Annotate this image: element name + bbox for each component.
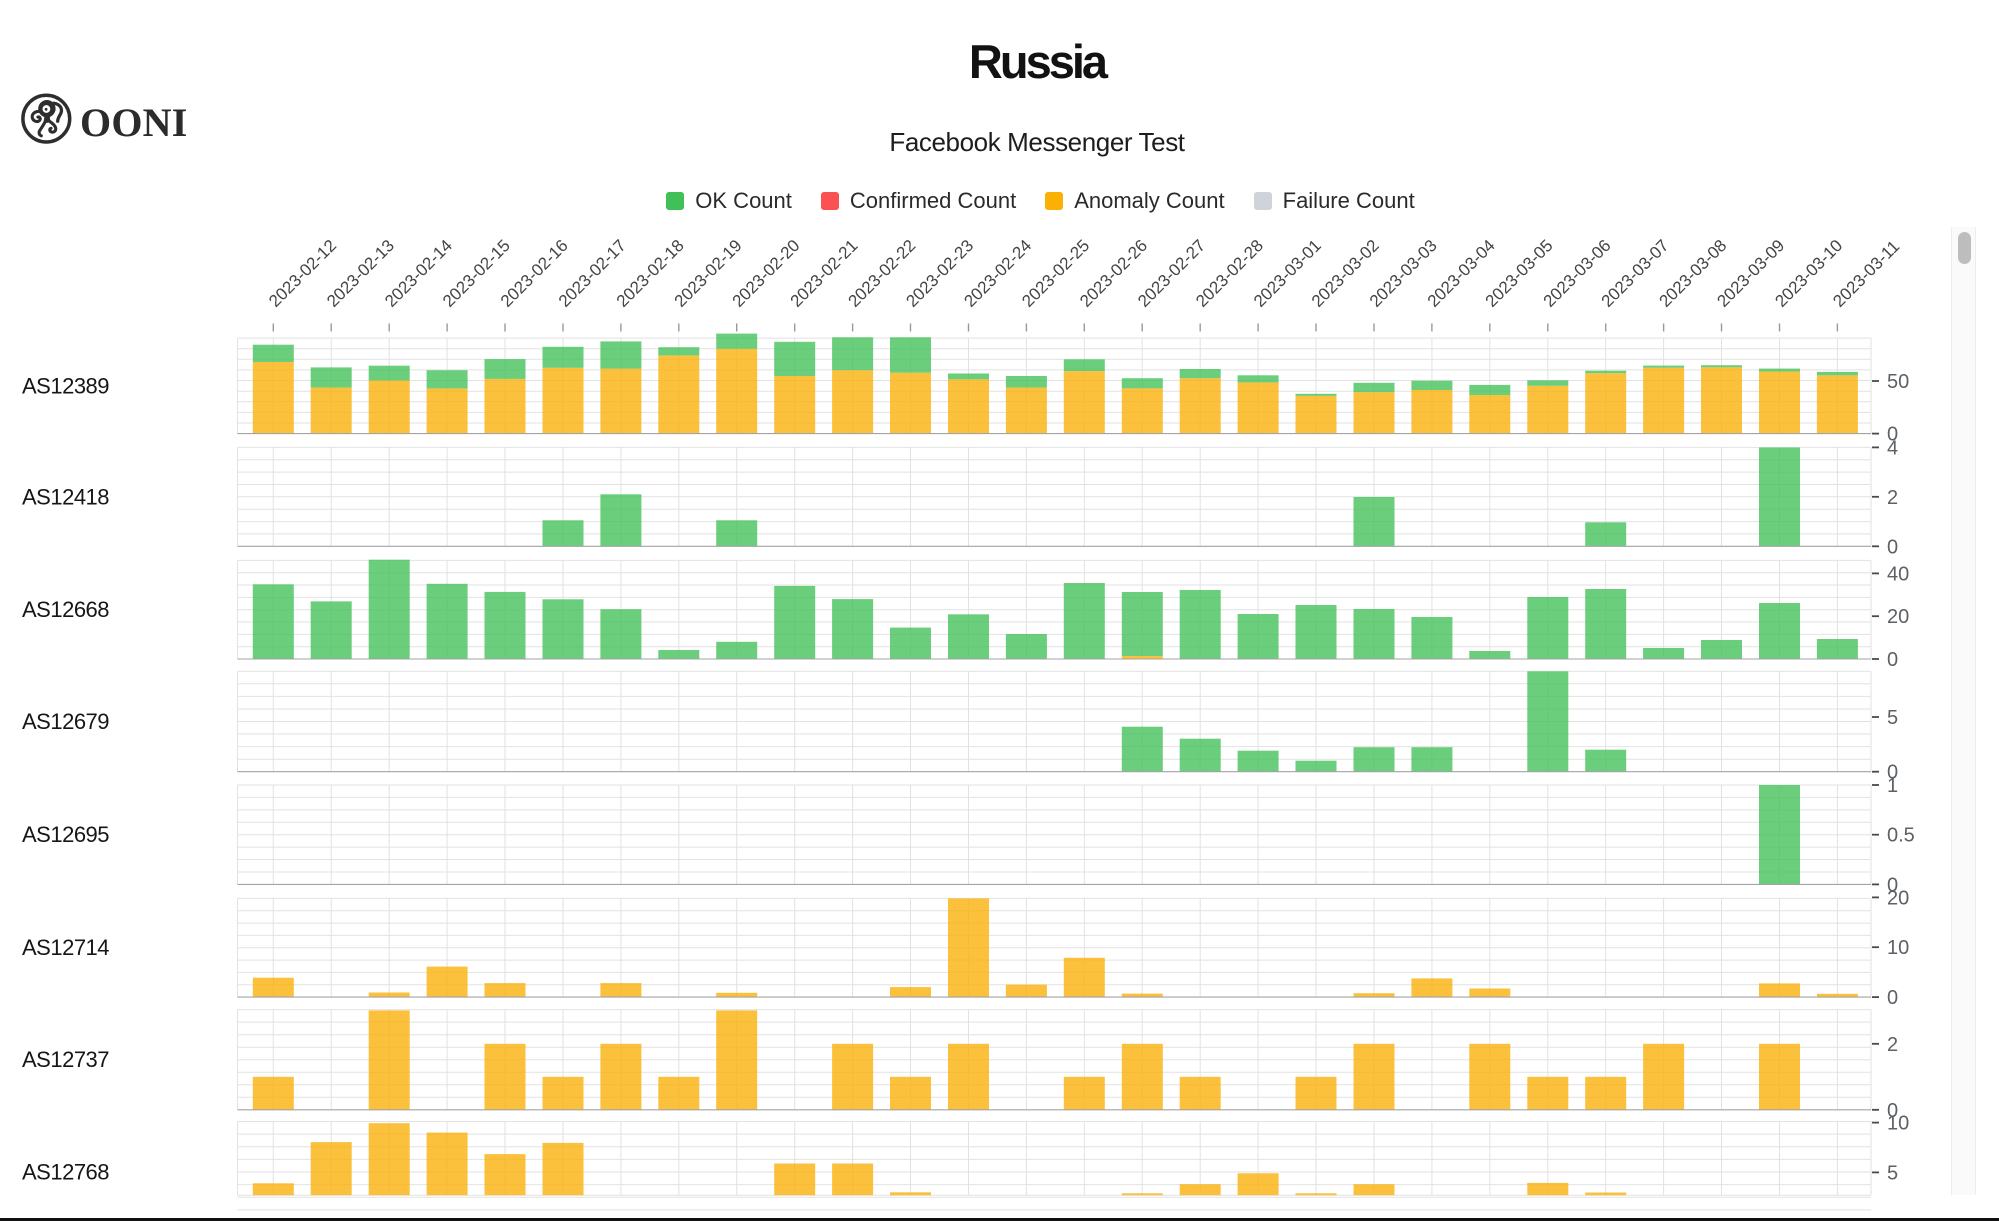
svg-text:10: 10 [1887,937,1909,959]
svg-text:AS12737: AS12737 [22,1047,109,1072]
svg-text:40: 40 [1887,563,1909,585]
svg-text:20: 20 [1887,606,1909,628]
svg-text:1: 1 [1887,775,1898,797]
svg-text:0: 0 [1887,762,1898,784]
svg-text:AS12668: AS12668 [22,597,109,622]
svg-text:2: 2 [1887,1034,1898,1056]
svg-text:AS12768: AS12768 [22,1160,109,1185]
svg-text:AS12418: AS12418 [22,484,109,509]
svg-text:4: 4 [1887,437,1898,459]
svg-text:5: 5 [1887,1162,1898,1184]
svg-text:0: 0 [1887,536,1898,558]
svg-text:AS12695: AS12695 [22,822,109,847]
svg-text:0: 0 [1887,424,1898,446]
svg-text:0: 0 [1887,649,1898,671]
svg-text:10: 10 [1887,1113,1909,1135]
svg-text:AS12714: AS12714 [22,935,109,960]
svg-text:0: 0 [1887,987,1898,1009]
svg-text:0: 0 [1887,874,1898,896]
svg-text:AS12389: AS12389 [22,373,109,398]
svg-text:2: 2 [1887,487,1898,509]
svg-text:5: 5 [1887,707,1898,729]
svg-text:0.5: 0.5 [1887,825,1915,847]
svg-text:0: 0 [1887,1100,1898,1122]
svg-text:AS12679: AS12679 [22,709,109,734]
svg-text:20: 20 [1887,887,1909,909]
svg-text:50: 50 [1887,371,1909,393]
